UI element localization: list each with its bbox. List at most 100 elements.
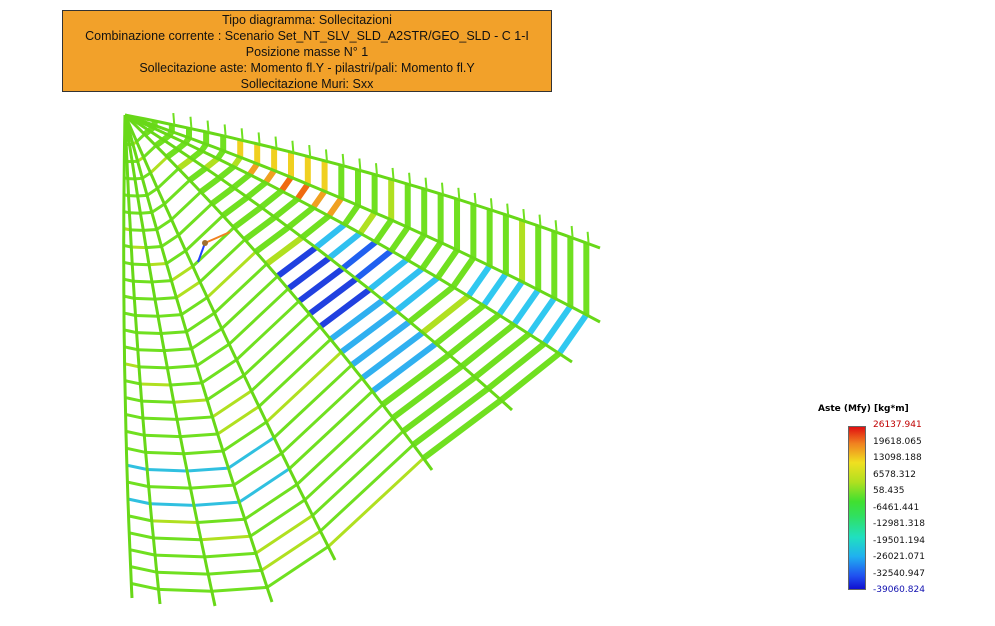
beam xyxy=(126,463,148,471)
rib xyxy=(489,198,493,211)
beam xyxy=(326,196,344,218)
rib xyxy=(473,192,477,206)
beam xyxy=(211,389,253,419)
legend-label: -12981.318 xyxy=(873,519,925,529)
beam xyxy=(460,322,516,369)
beam xyxy=(232,451,283,487)
beam xyxy=(373,218,394,244)
beam xyxy=(327,457,425,548)
beam xyxy=(154,296,177,301)
beam xyxy=(183,449,224,456)
beam xyxy=(156,570,209,576)
beam xyxy=(222,420,268,453)
beam xyxy=(280,377,363,455)
beam xyxy=(238,467,291,504)
beam xyxy=(175,140,188,152)
beam xyxy=(176,415,213,421)
rib xyxy=(408,172,412,185)
beam xyxy=(141,399,174,404)
beam xyxy=(147,468,188,473)
beam xyxy=(381,266,425,303)
beam xyxy=(204,551,256,559)
beam xyxy=(163,179,191,206)
beam xyxy=(128,514,153,523)
beam xyxy=(313,222,347,250)
beam xyxy=(263,168,277,185)
rib xyxy=(324,149,328,162)
beam xyxy=(165,146,180,160)
beam xyxy=(296,403,384,486)
beam xyxy=(481,271,509,308)
beam xyxy=(272,196,300,220)
beam xyxy=(279,175,294,193)
beam xyxy=(217,164,236,181)
legend-label: 26137.941 xyxy=(873,420,922,430)
rib xyxy=(440,182,444,195)
beam xyxy=(318,287,372,330)
legend-label: -6461.441 xyxy=(873,502,920,513)
info-line: Sollecitazione Muri: Sxx xyxy=(240,77,374,91)
rib xyxy=(189,116,193,129)
beam xyxy=(127,497,151,506)
beam xyxy=(186,466,229,473)
rib xyxy=(506,203,510,216)
beam xyxy=(180,432,218,439)
beam xyxy=(247,162,260,177)
beam xyxy=(380,352,451,407)
beam xyxy=(158,587,212,593)
beam xyxy=(243,214,277,243)
beam xyxy=(156,167,180,190)
beam xyxy=(434,303,486,347)
beam xyxy=(146,187,159,197)
rib xyxy=(291,140,295,153)
beam xyxy=(124,362,140,369)
rib xyxy=(274,136,278,149)
beam xyxy=(135,313,159,318)
axis-gizmo xyxy=(204,231,231,244)
diagram-info-box: Tipo diagramma: Sollecitazioni Combinazi… xyxy=(62,10,552,92)
rib xyxy=(358,158,362,171)
beam xyxy=(157,313,182,318)
beam xyxy=(243,483,298,521)
beam xyxy=(420,293,471,335)
beam xyxy=(135,133,146,143)
beam xyxy=(151,202,166,214)
beam xyxy=(296,265,345,304)
beam xyxy=(526,296,557,336)
beam xyxy=(145,450,184,456)
beam xyxy=(253,224,291,255)
beam xyxy=(131,582,159,591)
beam xyxy=(340,239,378,271)
beam xyxy=(275,245,318,279)
beam xyxy=(259,188,284,210)
beam xyxy=(300,213,331,240)
beam xyxy=(190,483,234,490)
legend-color-bar xyxy=(848,426,866,590)
beam xyxy=(264,234,304,267)
beam xyxy=(328,297,385,342)
beam xyxy=(465,264,493,298)
beam xyxy=(195,342,230,368)
axis-gizmo xyxy=(197,242,206,263)
frame xyxy=(123,114,217,607)
beam xyxy=(206,250,257,299)
legend-label: -26021.071 xyxy=(873,552,925,562)
beam xyxy=(203,156,220,171)
legend-label: 6578.312 xyxy=(873,469,916,480)
beam xyxy=(149,155,169,174)
axis-gizmo xyxy=(202,240,208,246)
beam xyxy=(180,296,209,316)
beam xyxy=(357,210,378,235)
beam xyxy=(123,294,135,300)
rib xyxy=(538,214,542,227)
legend-label: -32540.947 xyxy=(873,568,925,579)
beam xyxy=(307,276,359,317)
beam xyxy=(273,364,353,439)
beam xyxy=(286,255,332,292)
beam xyxy=(407,284,455,325)
beam xyxy=(249,498,306,538)
beam xyxy=(435,248,460,280)
beam xyxy=(189,148,204,162)
rib xyxy=(223,124,227,137)
